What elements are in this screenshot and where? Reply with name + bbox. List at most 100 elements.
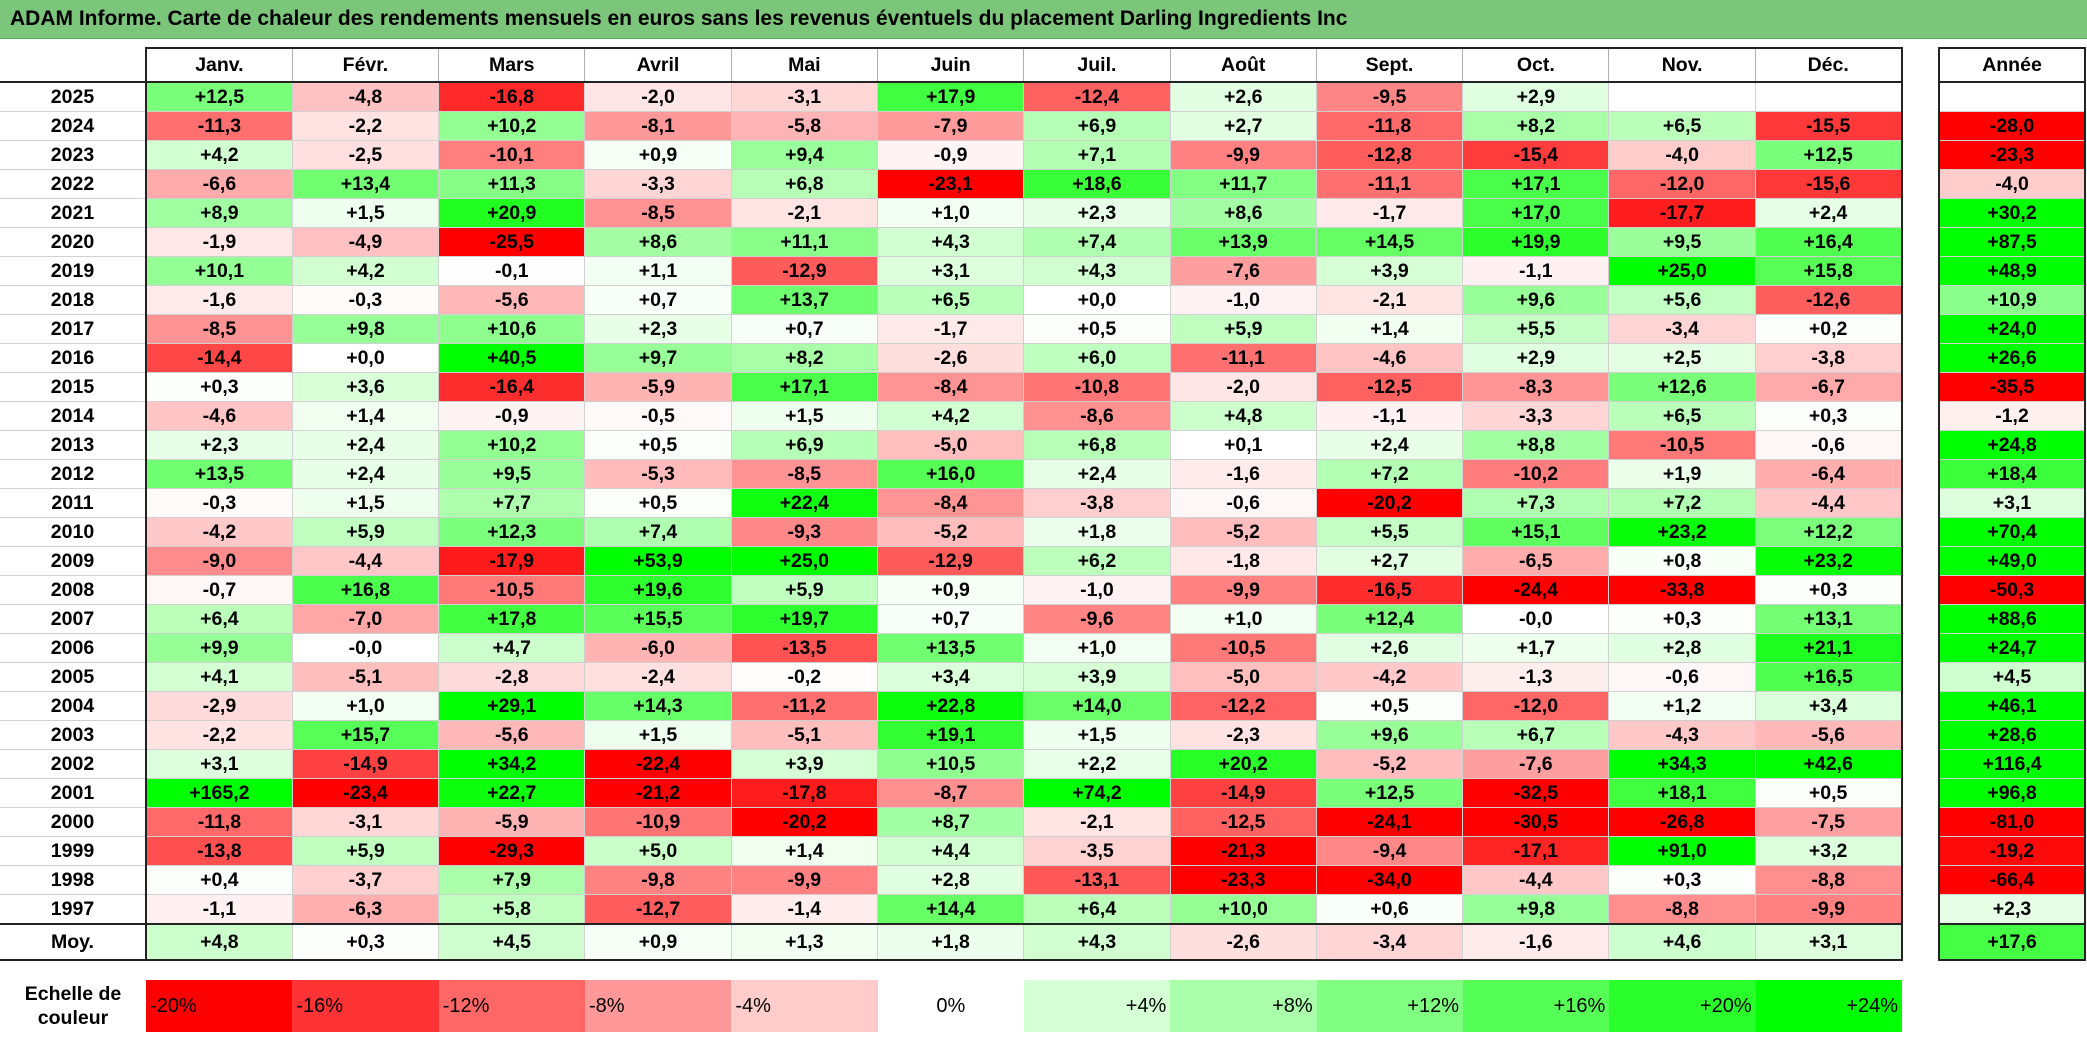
heatmap-cell: -10,2 bbox=[1462, 459, 1609, 489]
heatmap-cell: +17,1 bbox=[730, 372, 878, 402]
table-row: 2000 -11,8 -3,1 -5,9 -10,9 -20,2 +8,7 -2,1 -12,5… bbox=[0, 807, 1903, 837]
annual-header: Année bbox=[1938, 47, 2086, 83]
heatmap-cell: +4,7 bbox=[438, 633, 585, 663]
heatmap-cell: -12,9 bbox=[876, 546, 1024, 576]
heatmap-cell: -1,1 bbox=[1462, 256, 1609, 286]
heatmap-cell: +0,5 bbox=[584, 430, 732, 460]
heatmap-cell: +1,0 bbox=[1169, 604, 1317, 634]
heatmap-cell: +19,6 bbox=[584, 575, 732, 605]
heatmap-cell: +0,7 bbox=[876, 604, 1024, 634]
heatmap-cell: +9,5 bbox=[1608, 227, 1756, 257]
heatmap-cell: +91,0 bbox=[1608, 836, 1756, 866]
heatmap-cell: +5,9 bbox=[291, 517, 439, 547]
color-scale-step: +24% bbox=[1755, 980, 1902, 1032]
annual-cell: +48,9 bbox=[1938, 256, 2086, 286]
heatmap-cell: -1,9 bbox=[144, 227, 293, 257]
table-row: 2018 -1,6 -0,3 -5,6 +0,7 +13,7 +6,5 +0,0 -1,0 -2,… bbox=[0, 285, 1903, 315]
heatmap-cell: +10,2 bbox=[438, 430, 585, 460]
heatmap-cell: -5,6 bbox=[438, 285, 585, 315]
heatmap-cell: -1,1 bbox=[144, 894, 293, 925]
heatmap-cell: +2,3 bbox=[1023, 198, 1171, 228]
heatmap-cell: -1,7 bbox=[876, 314, 1024, 344]
heatmap-cell: -16,5 bbox=[1315, 575, 1463, 605]
heatmap-cell: +8,7 bbox=[876, 807, 1024, 837]
heatmap-cell: +19,1 bbox=[876, 720, 1024, 750]
heatmap-cell: -5,2 bbox=[1169, 517, 1317, 547]
heatmap-cell: +13,4 bbox=[291, 169, 439, 199]
heatmap-cell: -13,5 bbox=[730, 633, 878, 663]
heatmap-cell: +17,9 bbox=[876, 82, 1024, 112]
heatmap-cell: +0,2 bbox=[1754, 314, 1903, 344]
heatmap-cell: -12,6 bbox=[1754, 285, 1903, 315]
heatmap-cell: +1,0 bbox=[291, 691, 439, 721]
heatmap-cell: +3,4 bbox=[1754, 691, 1903, 721]
heatmap-cell: +12,4 bbox=[1315, 604, 1463, 634]
heatmap-cell: -12,5 bbox=[1169, 807, 1317, 837]
heatmap-cell: -22,4 bbox=[584, 749, 732, 779]
annual-cell: +24,8 bbox=[1938, 430, 2086, 460]
color-scale-step: +16% bbox=[1462, 980, 1610, 1032]
heatmap-cell: -10,1 bbox=[438, 140, 585, 170]
heatmap-cell: +0,5 bbox=[1754, 778, 1903, 808]
month-header-7: Août bbox=[1169, 47, 1317, 83]
heatmap-cell: +4,1 bbox=[144, 662, 293, 692]
heatmap-cell: +7,4 bbox=[584, 517, 732, 547]
heatmap-cell: +8,2 bbox=[730, 343, 878, 373]
year-label: 2007 bbox=[0, 604, 146, 634]
heatmap-cell: +2,4 bbox=[291, 430, 439, 460]
color-scale-step: +4% bbox=[1024, 980, 1171, 1032]
heatmap-cell: -1,7 bbox=[1315, 198, 1463, 228]
year-label: 1999 bbox=[0, 836, 146, 866]
year-label: 2024 bbox=[0, 111, 146, 141]
heatmap-cell: -1,1 bbox=[1315, 401, 1463, 431]
heatmap-cell: +6,7 bbox=[1462, 720, 1609, 750]
heatmap-cell: +1,8 bbox=[1023, 517, 1171, 547]
heatmap-cell: +3,1 bbox=[876, 256, 1024, 286]
heatmap-cell: -32,5 bbox=[1462, 778, 1609, 808]
annual-cell: +96,8 bbox=[1938, 778, 2086, 808]
table-row: 2014 -4,6 +1,4 -0,9 -0,5 +1,5 +4,2 -8,6 +4,8 -1,1… bbox=[0, 401, 1903, 431]
table-row: 2015 +0,3 +3,6 -16,4 -5,9 +17,1 -8,4 -10,8 -2,0-… bbox=[0, 372, 1903, 402]
heatmap-cell: +0,0 bbox=[1023, 285, 1171, 315]
heatmap-cell: +0,1 bbox=[1169, 430, 1317, 460]
heatmap-cell: -6,5 bbox=[1462, 546, 1609, 576]
heatmap-cell: -12,5 bbox=[1315, 372, 1463, 402]
heatmap-cell: -5,6 bbox=[438, 720, 585, 750]
report-title: ADAM Informe. Carte de chaleur des rende… bbox=[10, 7, 1348, 30]
heatmap-cell: +8,6 bbox=[1169, 198, 1317, 228]
year-label: 2010 bbox=[0, 517, 146, 547]
table-row: 2024 -11,3 -2,2 +10,2 -8,1 -5,8 -7,9 +6,9 +2,7 -1… bbox=[0, 111, 1903, 141]
heatmap-cell: -2,3 bbox=[1169, 720, 1317, 750]
table-row: 2006 +9,9 -0,0 +4,7 -6,0 -13,5 +13,5 +1,0 -10,5 +… bbox=[0, 633, 1903, 663]
heatmap-cell: -3,3 bbox=[584, 169, 732, 199]
annual-cell: +116,4 bbox=[1938, 749, 2086, 779]
annual-cell: +87,5 bbox=[1938, 227, 2086, 257]
heatmap-cell: -23,4 bbox=[291, 778, 439, 808]
year-label: 2002 bbox=[0, 749, 146, 779]
heatmap-cell: +14,4 bbox=[876, 894, 1024, 925]
heatmap-cell: +9,6 bbox=[1462, 285, 1609, 315]
heatmap-cell: -5,1 bbox=[291, 662, 439, 692]
heatmap-cell: -26,8 bbox=[1608, 807, 1756, 837]
heatmap-cell: +18,1 bbox=[1608, 778, 1756, 808]
heatmap-cell: -5,9 bbox=[584, 372, 732, 402]
heatmap-cell: -0,3 bbox=[291, 285, 439, 315]
heatmap-cell: -15,6 bbox=[1754, 169, 1903, 199]
heatmap-cell: +0,3 bbox=[1608, 865, 1756, 895]
heatmap-cell: +34,2 bbox=[438, 749, 585, 779]
heatmap-cell: -9,6 bbox=[1023, 604, 1171, 634]
heatmap-cell: -33,8 bbox=[1608, 575, 1756, 605]
heatmap-cell: +53,9 bbox=[584, 546, 732, 576]
month-header-8: Sept. bbox=[1315, 47, 1463, 83]
heatmap-cell: -2,0 bbox=[1169, 372, 1317, 402]
heatmap-cell: +74,2 bbox=[1023, 778, 1171, 808]
annual-cell: +3,1 bbox=[1938, 488, 2086, 518]
year-label: 2001 bbox=[0, 778, 146, 808]
heatmap-cell: +0,3 bbox=[1754, 401, 1903, 431]
heatmap-cell: +5,9 bbox=[730, 575, 878, 605]
heatmap-cell: -7,5 bbox=[1754, 807, 1903, 837]
heatmap-cell: -30,5 bbox=[1462, 807, 1609, 837]
heatmap-cell: +2,4 bbox=[1023, 459, 1171, 489]
heatmap-cell: +4,2 bbox=[876, 401, 1024, 431]
heatmap-cell: -29,3 bbox=[438, 836, 585, 866]
